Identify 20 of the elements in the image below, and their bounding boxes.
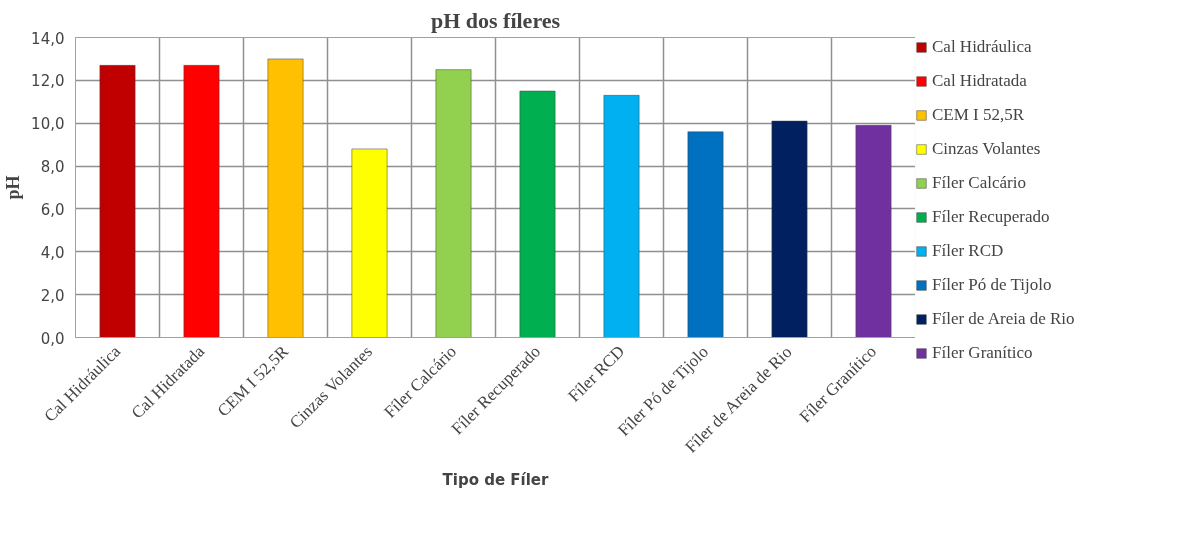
legend-label: Fíler de Areia de Rio [932,309,1075,329]
legend-label: Fíler Recuperado [932,207,1050,227]
y-tick-label: 0,0 [40,329,65,348]
y-tick-label: 8,0 [40,158,65,177]
legend-label: Fíler Pó de Tijolo [932,275,1052,295]
legend-label: Fíler RCD [932,241,1004,261]
y-tick-label: 6,0 [40,200,65,219]
y-tick-label: 4,0 [40,243,65,262]
legend-label: Fíler Calcário [932,173,1026,193]
y-tick-label: 14,0 [31,29,65,48]
x-axis-title: Tipo de Fíler [442,471,550,490]
y-axis-title: pH [3,175,24,200]
y-tick-label: 12,0 [31,72,65,91]
legend-label: Cal Hidráulica [932,37,1032,57]
y-tick-label: 2,0 [40,286,65,305]
chart-title: pH dos fíleres [430,7,561,33]
legend-label: CEM I 52,5R [932,105,1025,125]
legend-label: Cal Hidratada [932,71,1027,91]
legend-label: Cinzas Volantes [932,139,1041,159]
y-tick-label: 10,0 [31,115,65,134]
